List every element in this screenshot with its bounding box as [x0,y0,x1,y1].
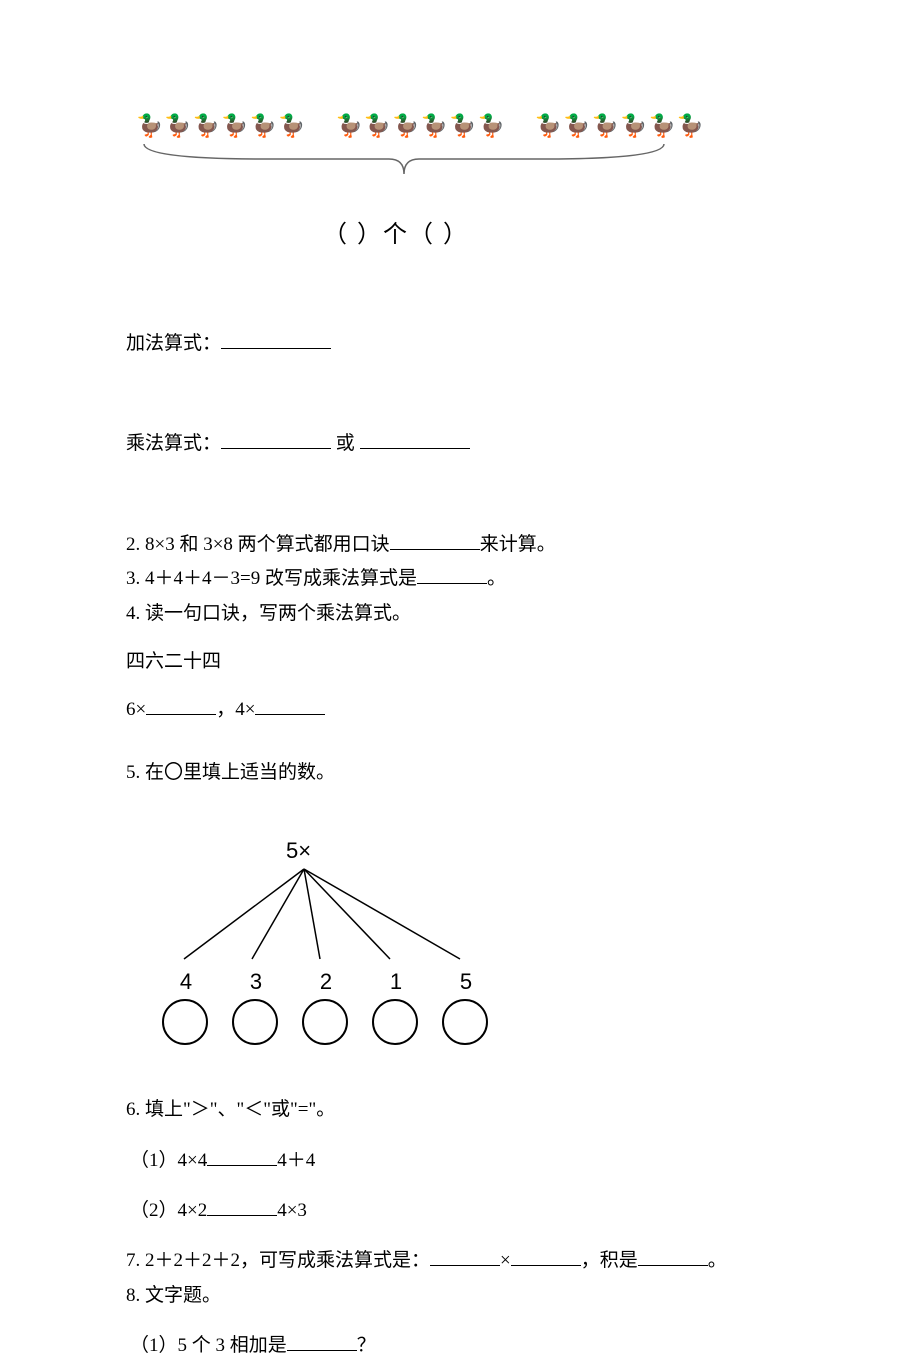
duck-icon: 🦆 [193,115,220,137]
q4-eq-a: 6× [126,699,146,720]
duck-groups: 🦆 🦆 🦆 🦆 🦆 🦆 🦆 🦆 🦆 🦆 🦆 🦆 🦆 🦆 🦆 🦆 [136,115,820,137]
duck-icon: 🦆 [620,115,647,137]
duck-icon: 🦆 [649,115,676,137]
duck-icon: 🦆 [421,115,448,137]
circle-fill[interactable] [372,999,418,1045]
q7-text-d: 。 [708,1250,727,1271]
q4-eq-b: 4× [235,699,255,720]
duck-icon: 🦆 [392,115,419,137]
blank-fill[interactable] [207,1198,277,1216]
q4-idiom: 四六二十四 [126,647,820,677]
blank-fill[interactable] [207,1148,277,1166]
tree-top-label: 5× [286,838,820,864]
q6-sub2: （2）4×2 4×3 [130,1196,820,1226]
blank-fill[interactable] [255,697,325,715]
q6-sub2-a: （2）4×2 [130,1200,207,1221]
q3-text-a: 3. 4＋4＋4－3=9 改写成乘法算式是 [126,568,417,589]
question-5-title: 5. 在〇里填上适当的数。 [126,758,820,788]
duck-icon: 🦆 [535,115,562,137]
duck-icon: 🦆 [449,115,476,137]
q8-sub1-b: ？ [357,1335,376,1356]
tree-number: 1 [386,969,406,995]
duck-icon: 🦆 [563,115,590,137]
q6-sub1: （1）4×4 4＋4 [130,1146,820,1176]
circle-fill[interactable] [302,999,348,1045]
blank-fill[interactable] [221,431,331,449]
duck-icon: 🦆 [677,115,704,137]
duck-figure: 🦆 🦆 🦆 🦆 🦆 🦆 🦆 🦆 🦆 🦆 🦆 🦆 🦆 🦆 🦆 🦆 [126,115,820,249]
q4-comma: ， [216,699,235,720]
multiplication-equation-line: 乘法算式： 或 [126,429,820,459]
q8-sub1-a: （1）5 个 3 相加是 [130,1335,287,1356]
tree-number: 4 [176,969,196,995]
duck-group: 🦆 🦆 🦆 🦆 🦆 🦆 [535,115,704,137]
duck-icon: 🦆 [335,115,362,137]
q6-sub2-b: 4×3 [277,1200,307,1221]
q7-text-c: ，积是 [581,1250,638,1271]
q2-text-b: 来计算。 [480,534,556,555]
circle-fill[interactable] [162,999,208,1045]
question-2: 2. 8×3 和 3×8 两个算式都用口诀 来计算。 [126,530,820,560]
question-3: 3. 4＋4＋4－3=9 改写成乘法算式是 。 [126,564,820,594]
tree-lines-icon [152,864,492,964]
duck-icon: 🦆 [136,115,163,137]
addition-label: 加法算式： [126,333,221,354]
blank-fill[interactable] [221,331,331,349]
q7-text-b: × [500,1250,511,1271]
blank-fill[interactable] [390,532,480,550]
addition-equation-line: 加法算式： [126,329,820,359]
duck-group: 🦆 🦆 🦆 🦆 🦆 🦆 [136,115,305,137]
tree-number: 2 [316,969,336,995]
tree-numbers-row: 4 3 2 1 5 [176,969,820,995]
blank-fill[interactable] [511,1248,581,1266]
brace-icon [134,139,674,179]
tree-circles-row [162,999,820,1045]
tree-number: 3 [246,969,266,995]
tree-number: 5 [456,969,476,995]
q6-sub1-a: （1）4×4 [130,1150,207,1171]
question-7: 7. 2＋2＋2＋2，可写成乘法算式是： × ，积是 。 [126,1246,820,1276]
duck-icon: 🦆 [278,115,305,137]
blank-fill[interactable] [417,566,487,584]
multiplication-label: 乘法算式： [126,433,221,454]
q2-text-a: 2. 8×3 和 3×8 两个算式都用口诀 [126,534,390,555]
q6-sub1-b: 4＋4 [277,1150,315,1171]
circle-fill[interactable] [232,999,278,1045]
q3-text-b: 。 [487,568,506,589]
blank-fill[interactable] [430,1248,500,1266]
blank-fill[interactable] [360,431,470,449]
blank-fill[interactable] [638,1248,708,1266]
q4-equations: 6× ，4× [126,695,820,725]
blank-fill[interactable] [287,1333,357,1351]
question-6-title: 6. 填上"＞"、"＜"或"="。 [126,1095,820,1125]
question-4-title: 4. 读一句口诀，写两个乘法算式。 [126,599,820,629]
blank-fill[interactable] [146,697,216,715]
q8-sub1: （1）5 个 3 相加是 ？ [130,1331,820,1361]
duck-group: 🦆 🦆 🦆 🦆 🦆 🦆 [335,115,504,137]
duck-icon: 🦆 [364,115,391,137]
or-text: 或 [331,433,360,454]
q7-text-a: 7. 2＋2＋2＋2，可写成乘法算式是： [126,1250,430,1271]
paren-fill-text: （ ）个（ ） [266,214,526,249]
duck-icon: 🦆 [164,115,191,137]
duck-icon: 🦆 [477,115,504,137]
question-8-title: 8. 文字题。 [126,1281,820,1311]
duck-icon: 🦆 [250,115,277,137]
circle-fill[interactable] [442,999,488,1045]
duck-icon: 🦆 [221,115,248,137]
tree-diagram: 5× 4 3 2 1 5 [146,838,820,1045]
duck-icon: 🦆 [592,115,619,137]
